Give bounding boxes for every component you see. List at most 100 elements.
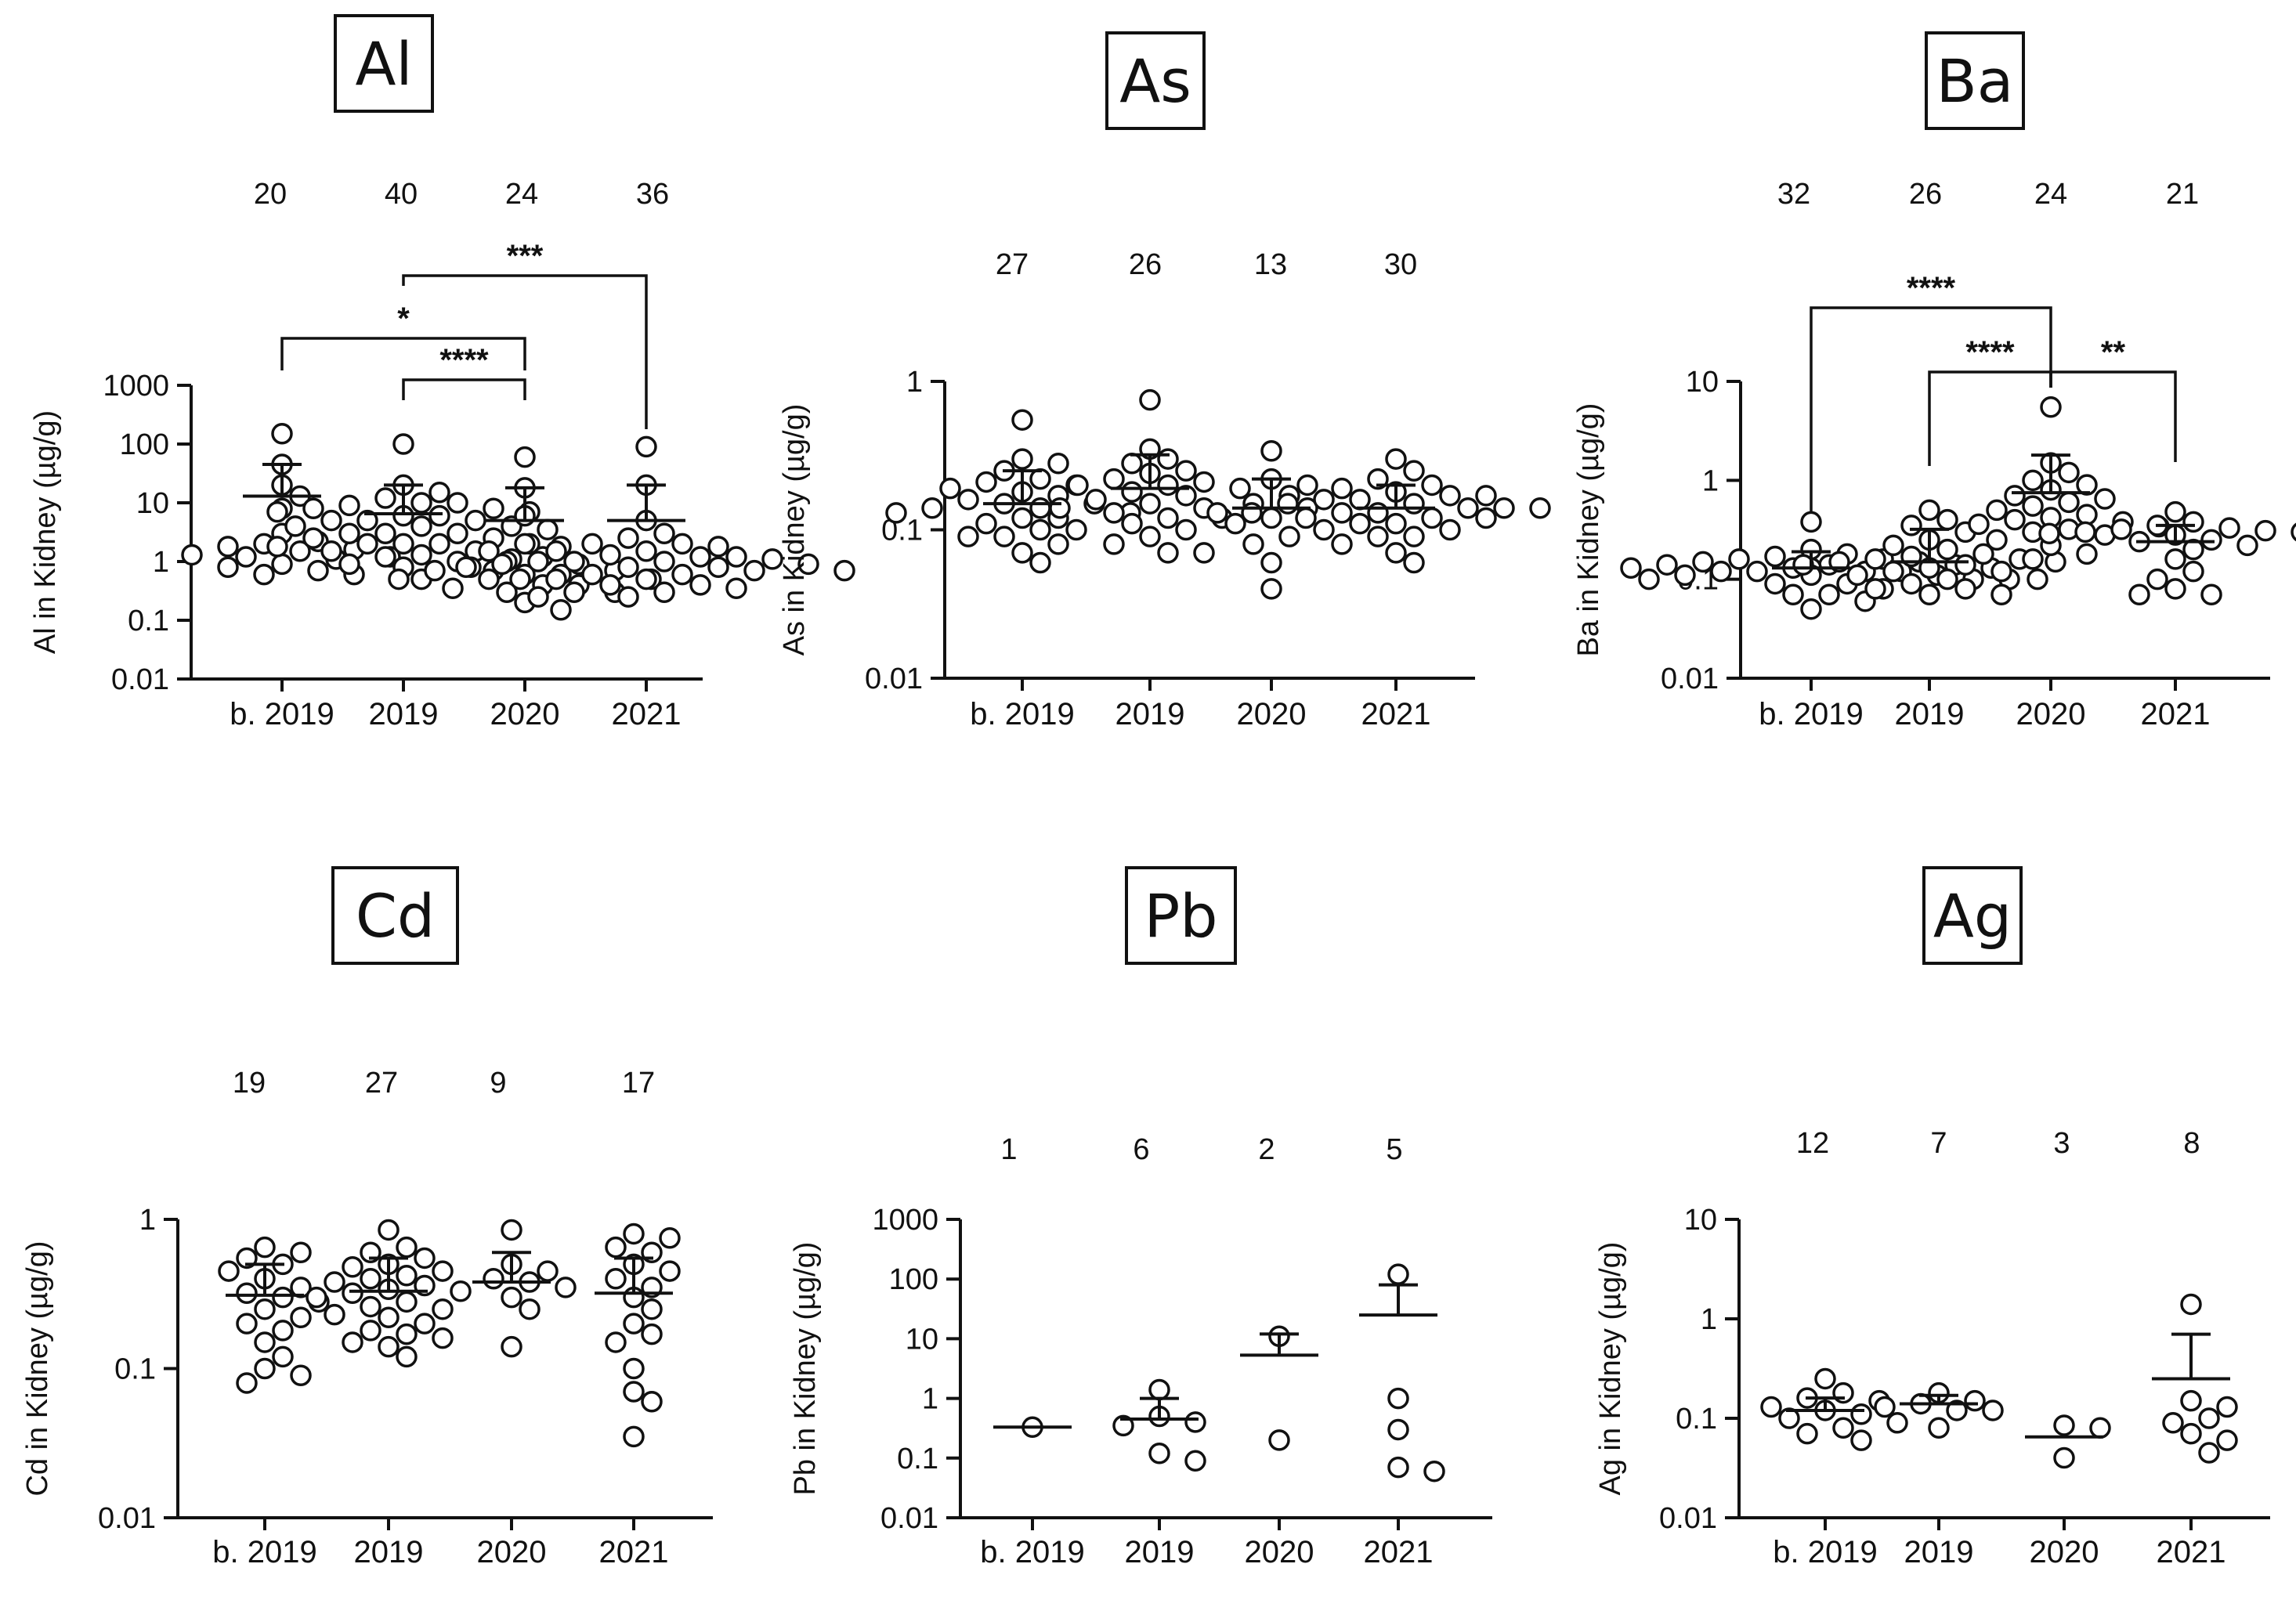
data-point: [1148, 1443, 1170, 1465]
data-point: [2236, 534, 2258, 557]
y-axis-label: Ba in Kidney (µg/g): [1572, 403, 1605, 657]
data-point: [1900, 515, 1922, 536]
data-point: [2076, 543, 2098, 565]
y-tick-label: 1: [1702, 464, 1719, 497]
data-point: [605, 1268, 627, 1290]
sample-count: 12: [1796, 1127, 1829, 1160]
data-point: [623, 1425, 645, 1448]
data-point: [1157, 542, 1179, 564]
data-point: [635, 540, 657, 562]
data-point: [218, 1260, 240, 1282]
data-point: [424, 559, 446, 582]
data-point: [1011, 448, 1033, 470]
data-point: [2216, 1396, 2238, 1418]
x-tick-label: b. 2019: [212, 1535, 316, 1569]
data-point: [514, 446, 536, 468]
x-tick-label: 2020: [1245, 1535, 1314, 1569]
y-tick-label: 1: [153, 546, 169, 579]
data-point: [1928, 1417, 1950, 1439]
x-tick-label: 2019: [1904, 1535, 1974, 1569]
data-point: [1139, 525, 1161, 547]
data-point: [478, 568, 500, 590]
data-point: [1139, 388, 1161, 411]
data-point: [1260, 440, 1282, 462]
data-point: [1936, 538, 1958, 561]
sample-count: 24: [2034, 178, 2067, 211]
data-point: [1882, 560, 1904, 583]
data-point: [338, 553, 360, 576]
data-point: [1277, 493, 1299, 515]
data-point: [378, 1219, 400, 1241]
data-point: [1387, 1456, 1409, 1479]
data-point: [254, 1357, 276, 1380]
data-point: [545, 540, 567, 562]
data-point: [1421, 507, 1443, 529]
title-box: [334, 14, 434, 113]
data-point: [2254, 519, 2276, 542]
data-point: [1349, 489, 1371, 511]
data-point: [641, 1391, 663, 1413]
x-tick-label: 2021: [2141, 697, 2211, 731]
data-point: [2074, 521, 2096, 544]
data-point: [410, 544, 432, 566]
data-point: [254, 1331, 276, 1353]
data-point: [2038, 522, 2060, 545]
x-tick-label: b. 2019: [970, 697, 1074, 731]
data-point: [1260, 578, 1282, 600]
data-point: [1936, 508, 1958, 531]
data-point: [1764, 572, 1786, 595]
data-point: [659, 1227, 681, 1249]
data-point: [2200, 529, 2222, 551]
data-point: [635, 435, 657, 458]
data-point: [254, 1236, 276, 1259]
data-point: [599, 544, 621, 566]
data-point: [1112, 1414, 1134, 1437]
y-tick-label: 0.01: [865, 663, 923, 695]
data-point: [1800, 598, 1822, 620]
data-point: [1148, 1378, 1170, 1401]
data-point: [2027, 568, 2048, 590]
data-point: [2053, 1446, 2075, 1469]
y-tick-label: 0.1: [128, 605, 169, 637]
significance-stars: ****: [1907, 271, 1956, 305]
data-point: [527, 551, 549, 572]
data-point: [1986, 529, 2008, 551]
data-point: [1475, 507, 1497, 529]
data-point: [707, 556, 729, 579]
data-point: [2164, 548, 2186, 570]
data-point: [410, 492, 432, 514]
data-point: [432, 1298, 454, 1320]
data-point: [217, 556, 239, 579]
data-point: [392, 433, 414, 455]
data-point: [428, 482, 450, 504]
data-point: [236, 1372, 258, 1394]
data-point: [272, 1286, 294, 1309]
data-point: [2198, 1407, 2220, 1429]
data-point: [671, 563, 693, 586]
y-tick-label: 0.01: [1659, 1502, 1717, 1535]
title-box: [1105, 31, 1206, 130]
data-point: [1403, 460, 1425, 482]
data-point: [1157, 448, 1179, 470]
sample-count: 26: [1129, 248, 1162, 281]
panel-pb: Pb 1 6 2 5 0.01 0.1 1 10 100 1000 b. 2019 2019 2020 20…: [789, 866, 1492, 1569]
y-tick-label: 100: [120, 428, 169, 461]
y-tick-label: 1: [922, 1383, 938, 1416]
sample-count: 36: [636, 178, 669, 211]
data-point: [1011, 409, 1033, 431]
data-point: [396, 1236, 418, 1259]
y-tick-label: 0.01: [111, 663, 169, 696]
panel-title: Ba: [1936, 46, 2014, 116]
sample-count: 5: [1386, 1133, 1402, 1166]
y-tick-label: 0.01: [1661, 663, 1719, 695]
data-point: [1313, 489, 1335, 511]
sample-count: 21: [2166, 178, 2199, 211]
data-point: [707, 536, 729, 558]
data-point: [271, 553, 293, 576]
data-point: [236, 1313, 258, 1334]
data-point: [447, 492, 468, 514]
data-point: [1184, 1411, 1206, 1433]
